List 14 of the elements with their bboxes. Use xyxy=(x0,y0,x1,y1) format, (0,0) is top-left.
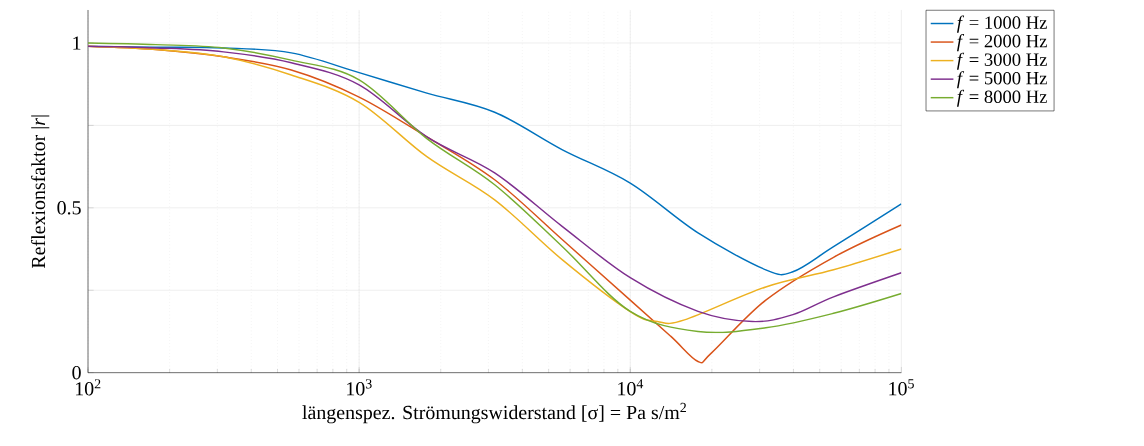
x-tick-label: 10$^{5}$ xyxy=(889,379,914,396)
legend-label: f = 8000 Hz xyxy=(957,89,1047,107)
x-tick-label: 10$^{4}$ xyxy=(618,379,644,396)
y-tick-label: 0.5 xyxy=(57,201,81,215)
legend-label: f = 2000 Hz xyxy=(957,34,1047,52)
y-tick-label: 0 xyxy=(72,365,81,380)
y-axis-title: Reflexionsfaktor |r| xyxy=(30,115,50,269)
y-tick-label: 1 xyxy=(73,36,81,50)
x-axis-title: längenspez. Strömungswiderstand [σ] = Pa s/m$^{2}$ xyxy=(302,402,686,424)
legend-label: f = 5000 Hz xyxy=(957,71,1047,89)
x-tick-label: 10$^{3}$ xyxy=(347,379,372,396)
legend-label: f = 1000 Hz xyxy=(957,15,1047,33)
x-tick-label: 10$^{2}$ xyxy=(75,379,101,396)
legend-label: f = 3000 Hz xyxy=(957,52,1047,70)
